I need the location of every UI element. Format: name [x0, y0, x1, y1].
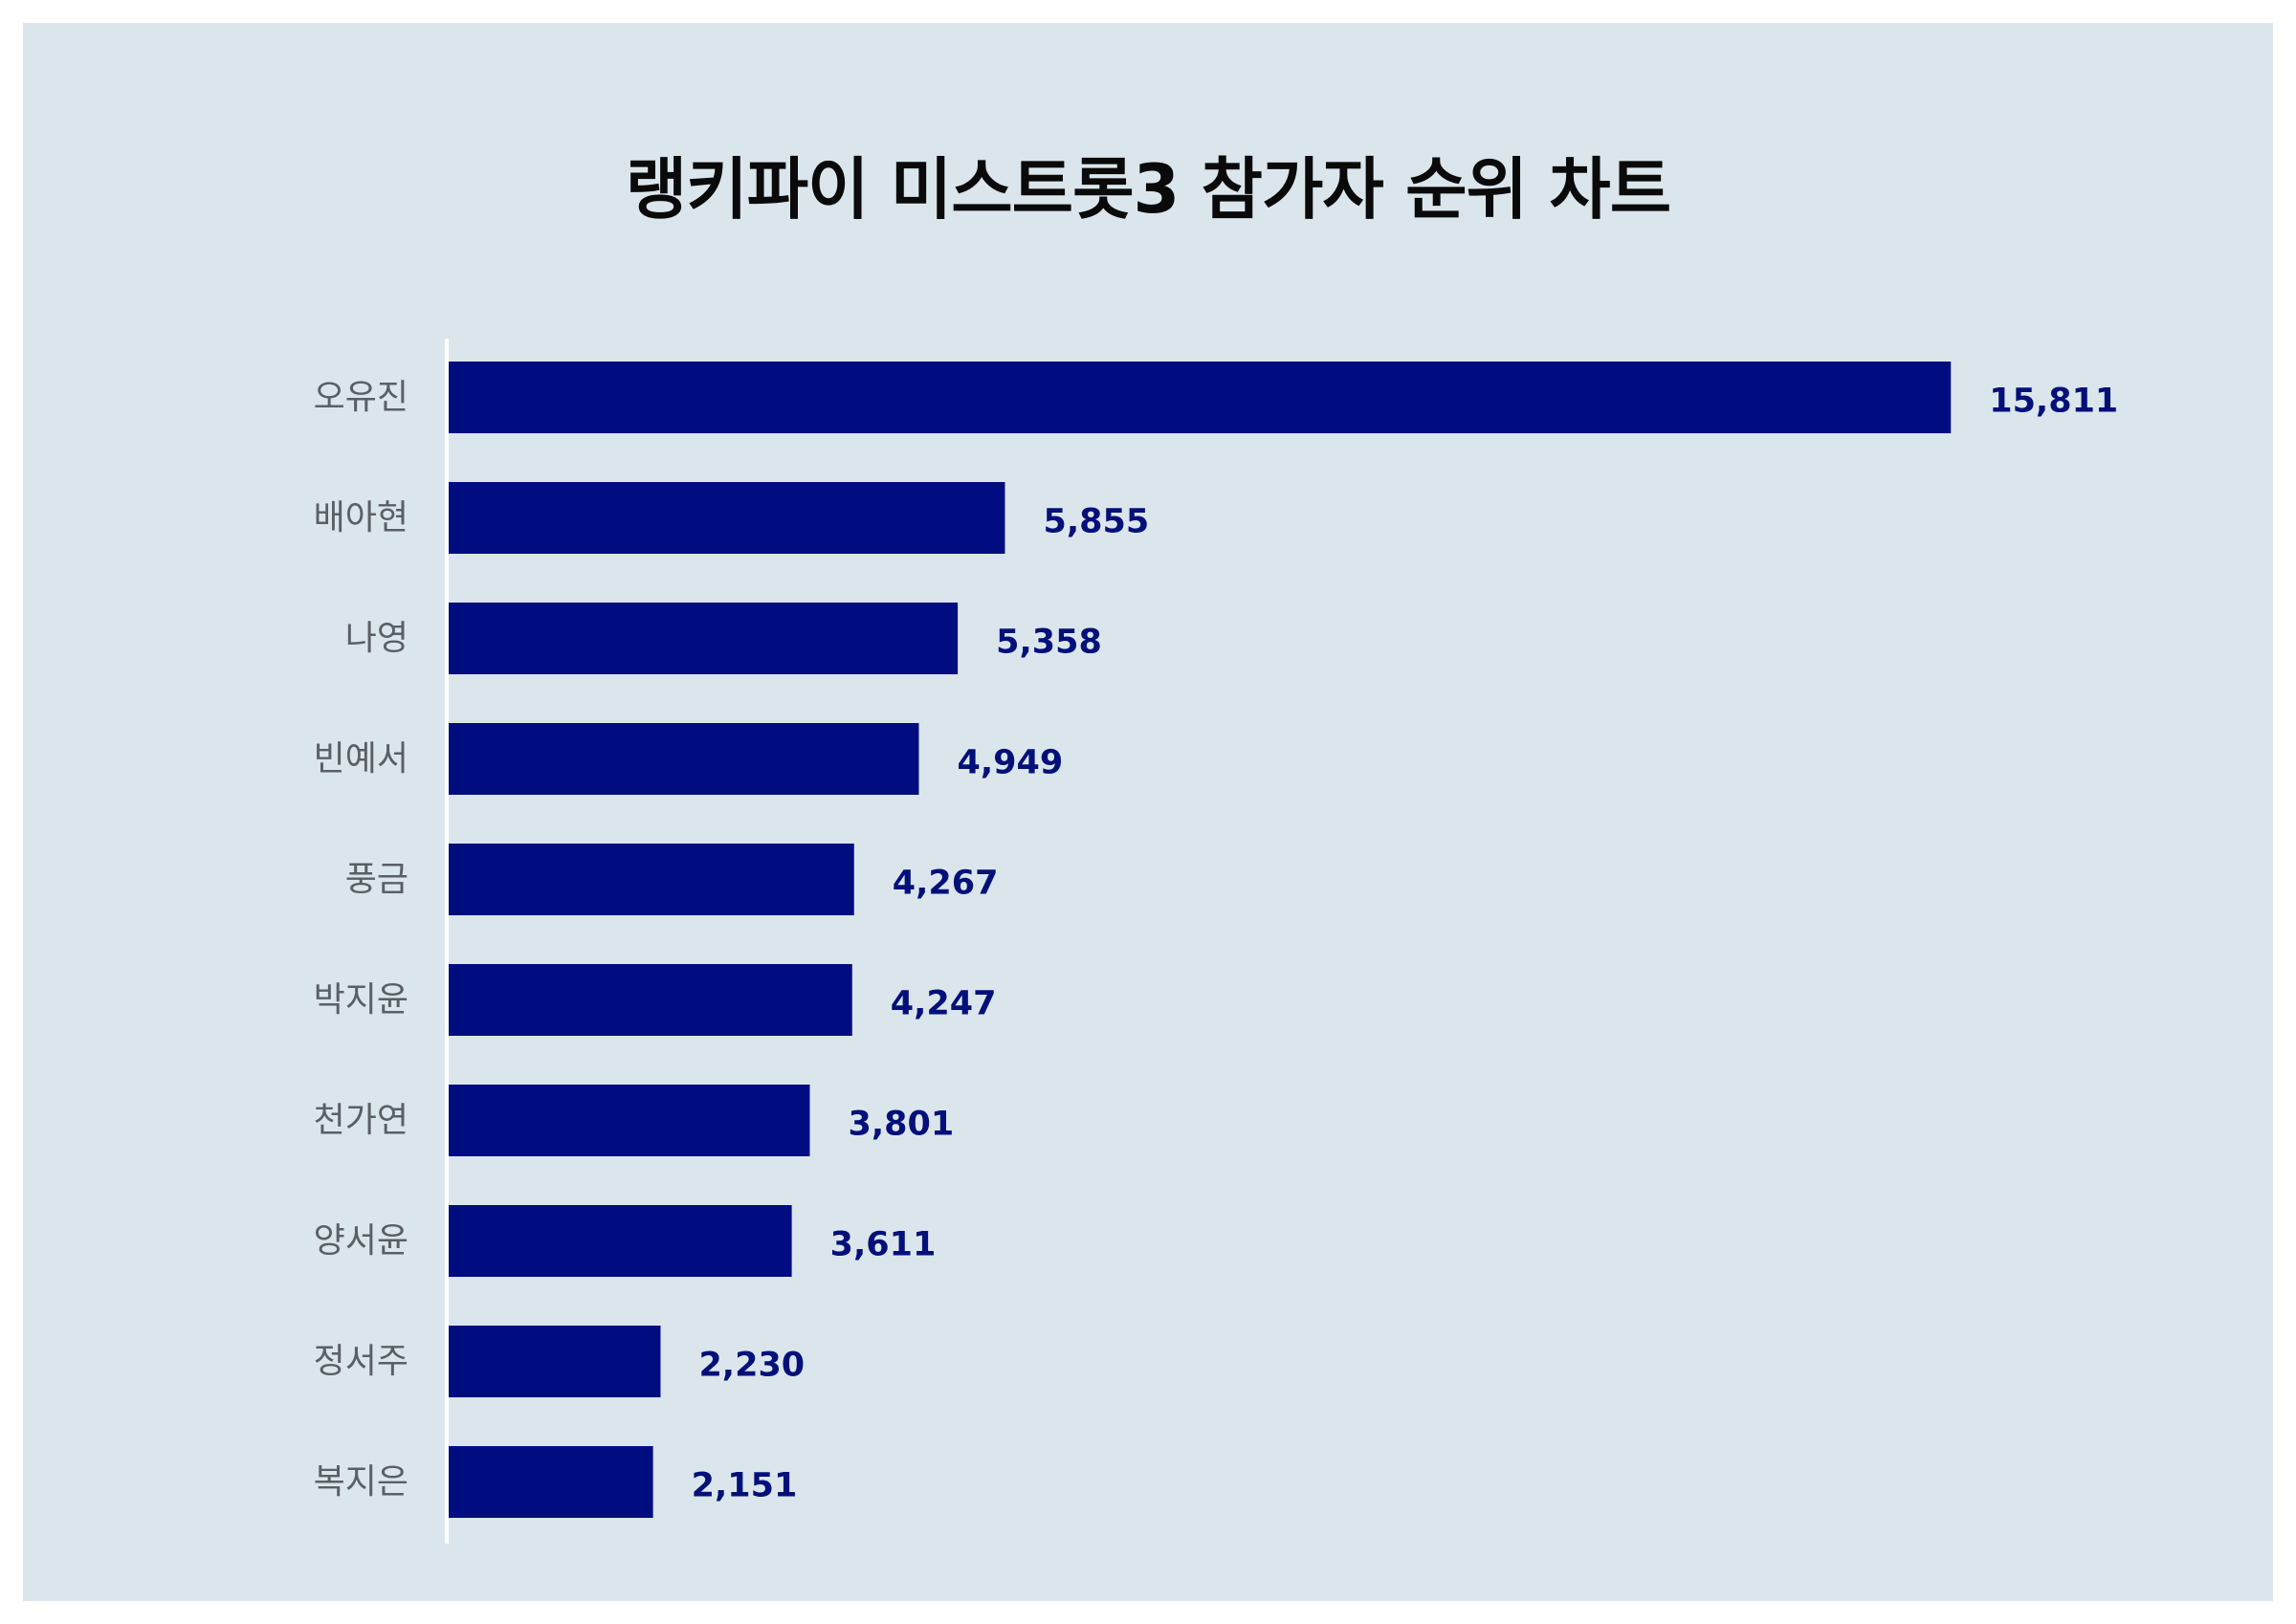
- data-label: 5,358: [996, 624, 1102, 662]
- category-label: 복지은: [314, 1462, 408, 1502]
- category-label: 천가연: [314, 1101, 408, 1140]
- category-label: 박지윤: [314, 980, 408, 1020]
- category-label: 오유진: [314, 378, 408, 417]
- bar: [449, 1085, 810, 1156]
- bar: [449, 603, 959, 674]
- bar: [449, 1326, 661, 1397]
- data-label: 4,949: [957, 744, 1063, 782]
- category-label: 풍금: [345, 860, 408, 899]
- bar: [449, 482, 1005, 554]
- data-label: 3,801: [848, 1106, 954, 1144]
- bar: [449, 1205, 792, 1277]
- chart-title: 랭키파이 미스트롯3 참가자 순위 차트: [625, 150, 1671, 229]
- category-label: 양서윤: [314, 1221, 408, 1261]
- data-label: 15,811: [1989, 383, 2118, 421]
- category-label: 나영: [345, 619, 408, 658]
- data-label: 2,230: [698, 1347, 805, 1385]
- bar-chart: 오유진 15,811 배아현 5,855 나영 5,358 빈예서 4,949 풍금 4,267 박…: [314, 339, 2118, 1544]
- data-label: 5,855: [1043, 503, 1149, 541]
- data-label: 2,151: [692, 1467, 798, 1505]
- bar: [449, 964, 852, 1036]
- category-label: 빈예서: [314, 739, 408, 779]
- bar: [449, 362, 1952, 433]
- bar: [449, 1446, 653, 1518]
- bar: [449, 844, 854, 915]
- bar: [449, 723, 919, 795]
- chart-card: 랭키파이 미스트롯3 참가자 순위 차트 오유진 15,811 배아현 5,855 나영…: [23, 23, 2273, 1601]
- data-label: 3,611: [830, 1226, 937, 1264]
- category-label: 배아현: [314, 498, 408, 538]
- data-label: 4,267: [893, 865, 999, 903]
- category-label: 정서주: [314, 1342, 408, 1381]
- data-label: 4,247: [891, 985, 997, 1023]
